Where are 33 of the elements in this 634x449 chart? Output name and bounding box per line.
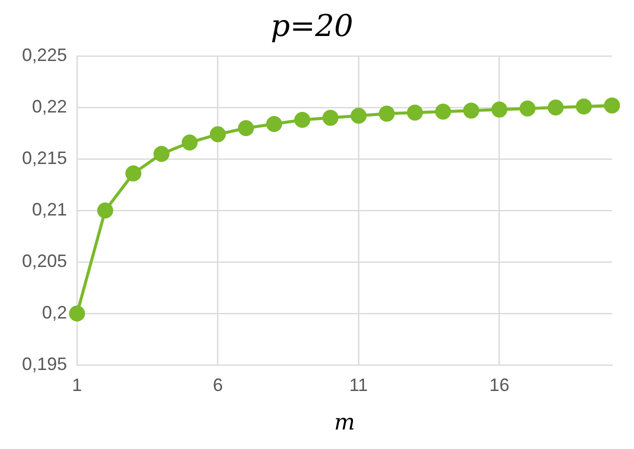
x-tick-label: 6: [212, 374, 223, 395]
x-axis-title: m: [334, 410, 355, 436]
point: [435, 104, 452, 120]
point: [350, 108, 367, 124]
point: [266, 116, 282, 132]
point: [463, 102, 480, 119]
point: [69, 306, 86, 322]
x-tick-label: 16: [489, 374, 510, 395]
y-tick-label: 0,205: [22, 250, 68, 271]
y-tick-label: 0,2: [42, 302, 68, 322]
point: [294, 112, 310, 128]
y-tick-label: 0,21: [32, 199, 68, 220]
point: [406, 104, 423, 121]
x-tick-label: 1: [72, 374, 82, 395]
y-tick-label: 0,225: [22, 44, 68, 65]
point: [548, 100, 564, 116]
point: [210, 126, 226, 142]
x-tick-label: 11: [349, 374, 368, 395]
point: [378, 106, 395, 122]
point: [154, 146, 170, 162]
point: [520, 100, 536, 117]
point: [125, 165, 142, 182]
point: [182, 134, 198, 151]
point: [238, 120, 254, 136]
point: [322, 110, 338, 126]
y-tick-label: 0,195: [22, 354, 68, 374]
point: [97, 202, 114, 218]
point: [576, 98, 592, 114]
chart-title: p=20: [270, 8, 354, 44]
point: [604, 97, 620, 114]
y-tick-label: 0,215: [22, 148, 68, 168]
point: [491, 102, 508, 118]
y-tick-label: 0,22: [32, 96, 68, 116]
